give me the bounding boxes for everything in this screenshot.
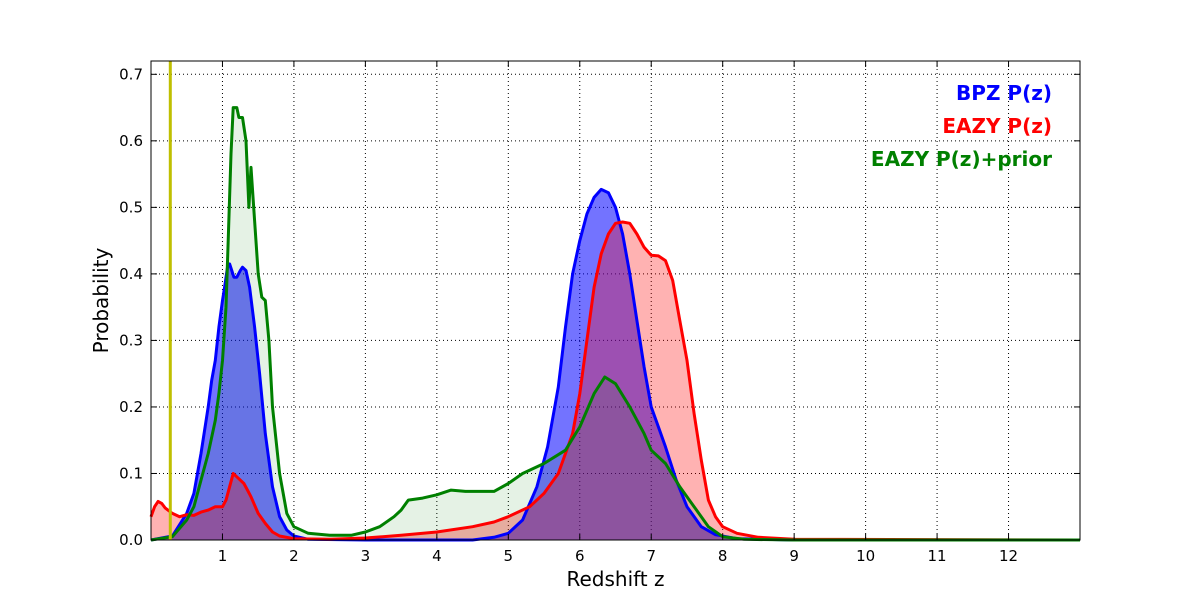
x-tick-label: 6	[575, 547, 585, 565]
x-tick-label: 4	[432, 547, 442, 565]
series-areas	[151, 107, 1080, 540]
x-tick-label: 10	[856, 547, 875, 565]
series-area-2	[151, 107, 1080, 540]
y-tick-labels: 0.0 0.1 0.2 0.3 0.4 0.5 0.6 0.7	[119, 65, 143, 549]
plot-frame	[150, 60, 1081, 541]
y-tick-label: 0.7	[119, 65, 143, 83]
series-line-2	[150, 106, 1080, 542]
y-tick-label: 0.1	[119, 464, 143, 482]
x-tick-label: 11	[928, 547, 947, 565]
y-tick-label: 0.5	[119, 198, 143, 216]
legend-entry: EAZY P(z)+prior	[871, 147, 1052, 171]
x-tick-label: 2	[289, 547, 299, 565]
y-tick-label: 0.6	[119, 132, 143, 150]
series-area-0	[151, 189, 1080, 540]
x-tick-label: 5	[504, 547, 514, 565]
x-axis-label: Redshift z	[566, 567, 664, 591]
y-tick-label: 0.3	[119, 331, 143, 349]
series-area-1	[151, 222, 1080, 540]
y-tick-label: 0.4	[119, 265, 143, 283]
x-tick-label: 8	[718, 547, 728, 565]
y-axis-label: Probability	[89, 247, 113, 353]
x-tick-label: 1	[218, 547, 228, 565]
x-tick-label: 7	[646, 547, 656, 565]
y-tick-label: 0.0	[119, 531, 143, 549]
legend-entry: BPZ P(z)	[956, 81, 1052, 105]
x-tick-label: 9	[789, 547, 799, 565]
x-tick-label: 3	[361, 547, 371, 565]
series-line-1	[149, 220, 1081, 542]
legend-entry: EAZY P(z)	[942, 114, 1052, 138]
x-tick-label: 12	[999, 547, 1018, 565]
x-tick-labels: 1 2 3 4 5 6 7 8 9 10 11 12	[218, 547, 1018, 565]
legend: BPZ P(z) EAZY P(z) EAZY P(z)+prior	[871, 81, 1052, 171]
axis-ticks	[151, 61, 1080, 541]
y-tick-label: 0.2	[119, 398, 143, 416]
